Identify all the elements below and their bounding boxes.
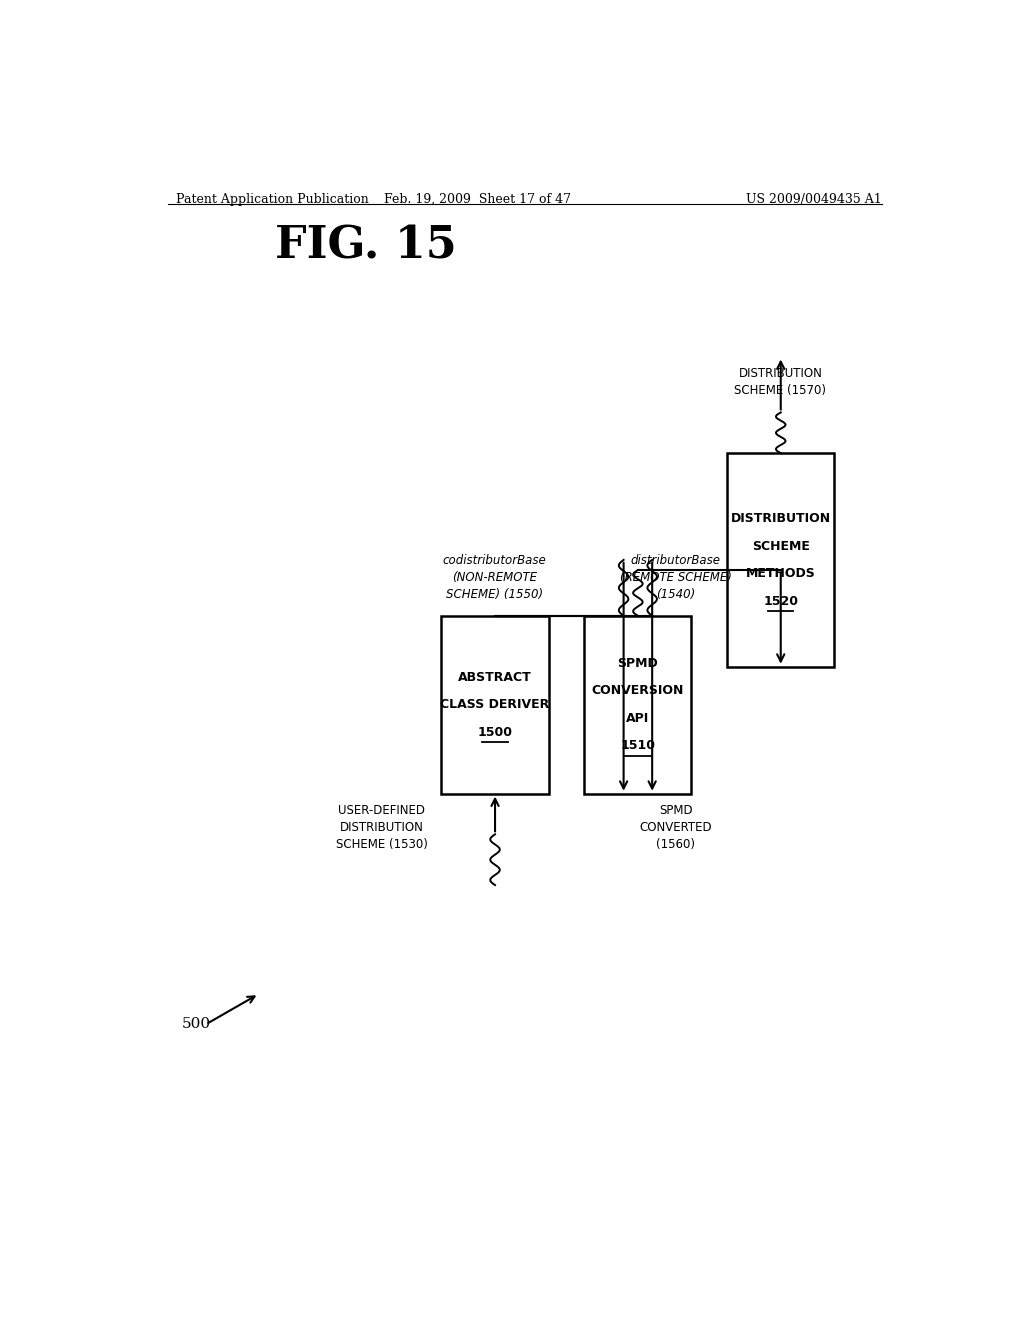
Text: US 2009/0049435 A1: US 2009/0049435 A1 bbox=[746, 193, 882, 206]
Text: DISTRIBUTION
SCHEME (1570): DISTRIBUTION SCHEME (1570) bbox=[734, 367, 826, 397]
Bar bbox=[727, 453, 835, 667]
Text: 500: 500 bbox=[182, 1018, 211, 1031]
Text: CONVERSION: CONVERSION bbox=[592, 685, 684, 697]
Text: METHODS: METHODS bbox=[745, 568, 815, 579]
Text: API: API bbox=[627, 711, 649, 725]
Text: 1510: 1510 bbox=[621, 739, 655, 752]
Text: DISTRIBUTION: DISTRIBUTION bbox=[731, 512, 830, 525]
Bar bbox=[585, 615, 691, 793]
Text: 1500: 1500 bbox=[477, 726, 513, 739]
Text: codistributorBase
(NON-REMOTE
SCHEME) (1550): codistributorBase (NON-REMOTE SCHEME) (1… bbox=[442, 553, 547, 601]
Text: distributorBase
(REMOTE SCHEME)
(1540): distributorBase (REMOTE SCHEME) (1540) bbox=[620, 553, 731, 601]
Text: 1520: 1520 bbox=[763, 594, 799, 607]
Text: FIG. 15: FIG. 15 bbox=[274, 224, 457, 268]
Text: Feb. 19, 2009  Sheet 17 of 47: Feb. 19, 2009 Sheet 17 of 47 bbox=[384, 193, 570, 206]
Text: USER-DEFINED
DISTRIBUTION
SCHEME (1530): USER-DEFINED DISTRIBUTION SCHEME (1530) bbox=[336, 804, 428, 851]
Text: Patent Application Publication: Patent Application Publication bbox=[176, 193, 369, 206]
Text: CLASS DERIVER: CLASS DERIVER bbox=[440, 698, 550, 711]
Bar bbox=[441, 615, 549, 793]
Text: SPMD
CONVERTED
(1560): SPMD CONVERTED (1560) bbox=[639, 804, 712, 851]
Text: SCHEME: SCHEME bbox=[752, 540, 810, 553]
Text: SPMD: SPMD bbox=[617, 657, 658, 671]
Text: ABSTRACT: ABSTRACT bbox=[458, 671, 531, 684]
